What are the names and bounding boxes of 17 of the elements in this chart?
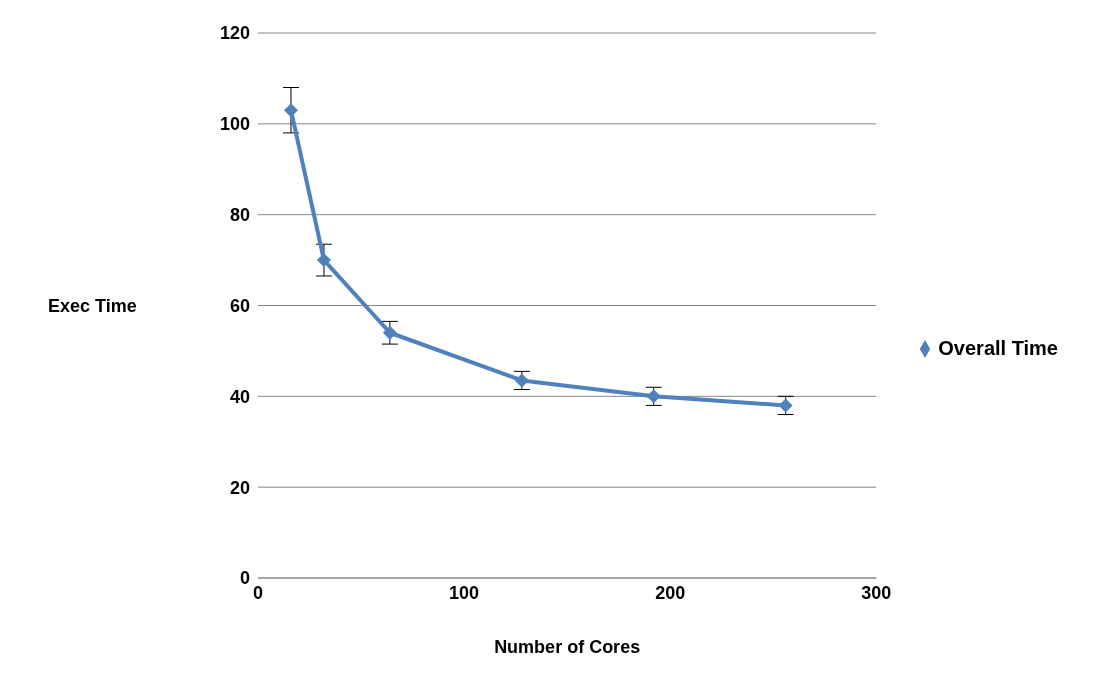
x-tick-label: 100 (449, 582, 480, 603)
x-tick-label: 0 (252, 582, 264, 603)
point (316, 253, 331, 268)
y-tick-label: 100 (219, 114, 250, 135)
y-tick-label: 60 (229, 295, 250, 316)
y-tick-label: 20 (229, 477, 250, 498)
y-tick-label: 40 (229, 386, 250, 407)
point (283, 103, 298, 118)
y-tick-label: 0 (239, 568, 250, 589)
x-axis-title: Number of Cores (494, 637, 641, 657)
legend-label: Overall Time (938, 336, 1058, 359)
x-tick-label: 300 (861, 582, 892, 603)
point (382, 325, 397, 340)
y-tick-label: 120 (219, 23, 250, 44)
x-tick-label: 200 (655, 582, 686, 603)
y-axis-title: Exec Time (48, 295, 137, 316)
y-tick-label: 80 (229, 205, 250, 226)
